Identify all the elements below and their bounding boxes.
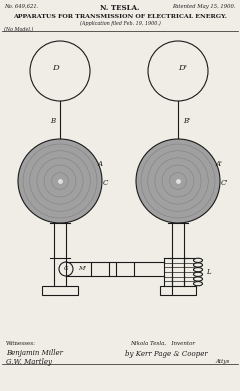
Text: Attys: Attys [216, 359, 230, 364]
Text: Nikola Tesla,   Inventor: Nikola Tesla, Inventor [130, 341, 195, 346]
Text: G: G [64, 267, 68, 271]
Bar [116, 262, 134, 276]
Text: B: B [50, 117, 56, 125]
Circle shape [18, 139, 102, 223]
Text: G.W. Martley: G.W. Martley [6, 358, 52, 366]
Text: B': B' [184, 117, 191, 125]
Text: APPARATUS FOR TRANSMISSION OF ELECTRICAL ENERGY.: APPARATUS FOR TRANSMISSION OF ELECTRICAL… [13, 14, 227, 19]
Text: Patented May 15, 1900.: Patented May 15, 1900. [173, 4, 236, 9]
Text: M': M' [78, 267, 86, 271]
Text: (No Model.): (No Model.) [4, 27, 33, 32]
Text: D: D [52, 64, 58, 72]
Text: D': D' [179, 64, 187, 72]
Text: N. TESLA.: N. TESLA. [100, 4, 140, 12]
Text: Benjamin Miller: Benjamin Miller [6, 349, 63, 357]
Text: No. 649,621.: No. 649,621. [4, 4, 38, 9]
Text: L: L [206, 268, 211, 276]
Text: C: C [103, 179, 108, 187]
Text: A: A [98, 160, 103, 168]
Bar [160, 286, 196, 295]
Bar [42, 286, 78, 295]
Text: (Application filed Feb. 19, 1900.): (Application filed Feb. 19, 1900.) [80, 21, 160, 26]
Circle shape [136, 139, 220, 223]
Text: C': C' [221, 179, 228, 187]
Text: by Kerr Page & Cooper: by Kerr Page & Cooper [125, 350, 208, 358]
Text: A': A' [216, 160, 223, 168]
Bar [91, 262, 109, 276]
Text: Witnesses:: Witnesses: [6, 341, 36, 346]
